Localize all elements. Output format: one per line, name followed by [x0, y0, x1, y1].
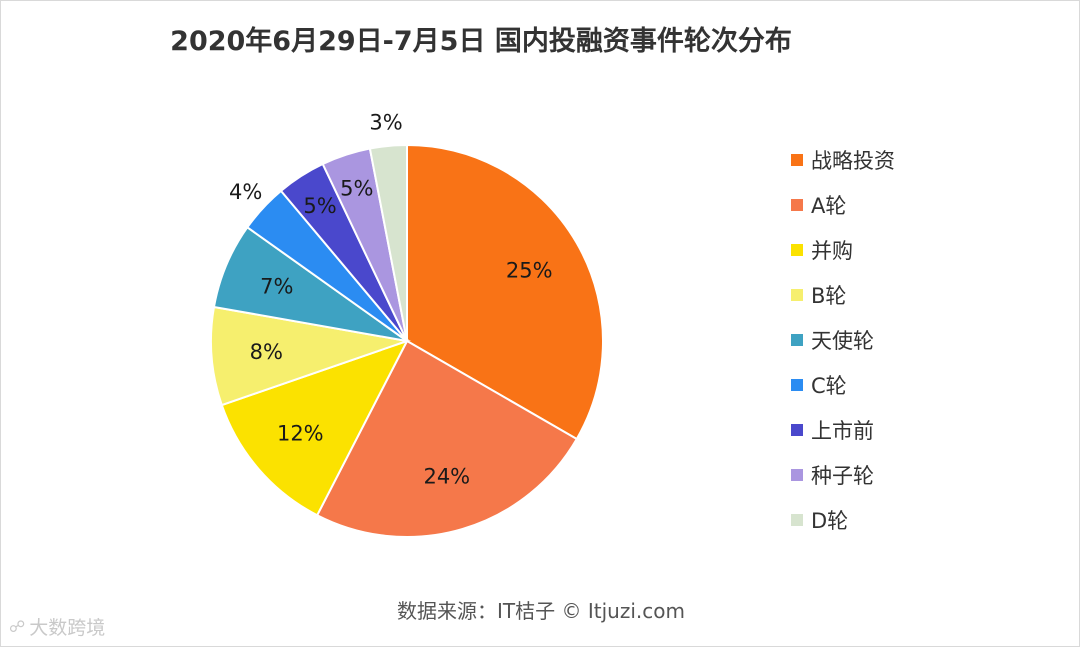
legend-swatch — [791, 513, 803, 526]
legend-item: 种子轮 — [791, 452, 895, 497]
pie-slice-label: 24% — [423, 464, 470, 488]
legend-item: 上市前 — [791, 407, 895, 452]
legend-label: C轮 — [811, 373, 847, 398]
chart-title: 2020年6月29日-7月5日 国内投融资事件轮次分布 — [170, 26, 792, 57]
legend-label: 并购 — [811, 238, 853, 263]
legend-label: 战略投资 — [811, 148, 895, 173]
pie-slice-label: 3% — [369, 111, 402, 135]
legend-swatch — [791, 333, 803, 346]
legend-label: A轮 — [811, 193, 847, 218]
legend-swatch — [791, 468, 803, 481]
link-icon: ☍ — [9, 617, 26, 636]
pie-slice — [368, 143, 408, 342]
legend-label: 天使轮 — [811, 328, 874, 353]
pie-labels: 25% 24% 12% 8% 7% 4% 5%5% 3% — [229, 111, 553, 489]
pie-slices — [210, 143, 604, 538]
legend-item: D轮 — [791, 497, 895, 542]
pie-slice-label: 5% — [340, 176, 373, 200]
legend: 战略投资 A轮并购 B轮天使轮 C轮上市前种子轮 D轮 — [791, 137, 895, 542]
legend-item: 并购 — [791, 227, 895, 272]
legend-swatch — [791, 243, 803, 256]
legend-item: A轮 — [791, 182, 895, 227]
watermark-brand-text: 大数跨境 — [29, 617, 106, 639]
legend-item: C轮 — [791, 362, 895, 407]
pie-slice-label: 5% — [303, 194, 336, 218]
legend-swatch — [791, 378, 803, 391]
legend-label: D轮 — [811, 508, 849, 533]
pie-slice-label: 25% — [506, 258, 553, 282]
source-note: 数据来源：IT桔子 © Itjuzi.com — [397, 599, 685, 623]
legend-swatch — [791, 153, 803, 166]
legend-swatch — [791, 198, 803, 211]
legend-label: 上市前 — [811, 418, 874, 443]
legend-swatch — [791, 288, 803, 301]
legend-label: B轮 — [811, 283, 847, 308]
legend-item: 天使轮 — [791, 317, 895, 362]
legend-item: 战略投资 — [791, 137, 895, 182]
legend-swatch — [791, 423, 803, 436]
pie-slice — [220, 339, 410, 517]
pie-slice-label: 8% — [250, 340, 283, 364]
pie-slice — [406, 143, 604, 441]
legend-label: 种子轮 — [811, 463, 874, 488]
pie-slice-label: 7% — [260, 275, 293, 299]
watermark-brand: ☍ 大数跨境 — [9, 613, 105, 640]
pie-slice-label: 4% — [229, 180, 262, 204]
legend-item: B轮 — [791, 272, 895, 317]
pie-slice — [210, 305, 411, 407]
pie-slice-label: 12% — [277, 421, 324, 445]
